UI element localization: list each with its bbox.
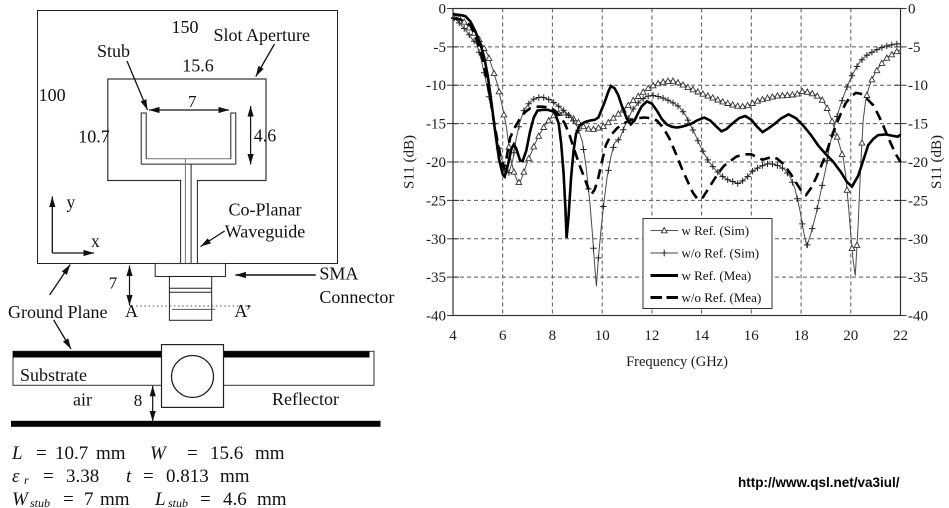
svg-text:-20: -20 (426, 155, 446, 171)
svg-text:Waveguide: Waveguide (225, 222, 306, 242)
svg-text:w/o Ref. (Sim): w/o Ref. (Sim) (682, 246, 760, 261)
svg-text:A: A (125, 301, 138, 321)
svg-text:w Ref. (Mea): w Ref. (Mea) (682, 268, 752, 283)
svg-text:SMA: SMA (319, 264, 358, 284)
svg-text:-30: -30 (908, 232, 928, 248)
svg-text:-15: -15 (426, 117, 446, 133)
svg-text:A’: A’ (234, 301, 251, 321)
svg-text:8: 8 (549, 328, 557, 344)
svg-text:18: 18 (794, 328, 809, 344)
svg-text:-40: -40 (908, 309, 928, 325)
svg-text:10: 10 (595, 328, 610, 344)
svg-text:air: air (73, 390, 92, 410)
svg-text:Ground Plane: Ground Plane (8, 302, 107, 322)
svg-text:8: 8 (134, 391, 143, 410)
svg-text:-35: -35 (426, 270, 446, 286)
svg-text:-10: -10 (908, 78, 928, 94)
svg-text:4.6: 4.6 (254, 126, 277, 146)
svg-text:16: 16 (744, 328, 760, 344)
svg-text:Reflector: Reflector (272, 389, 339, 409)
svg-text:22: 22 (893, 328, 908, 344)
svg-text:w/o Ref. (Mea): w/o Ref. (Mea) (682, 290, 762, 305)
svg-text:-10: -10 (426, 78, 446, 94)
svg-text:Stub: Stub (97, 41, 130, 61)
svg-text:0: 0 (908, 2, 916, 18)
svg-text:y: y (67, 192, 76, 212)
svg-text:7: 7 (188, 92, 197, 111)
svg-text:Connector: Connector (319, 287, 394, 307)
svg-text:-20: -20 (908, 155, 928, 171)
svg-text:-35: -35 (908, 270, 928, 286)
svg-text:Slot Aperture: Slot Aperture (214, 25, 311, 45)
svg-text:x: x (91, 231, 100, 251)
svg-text:-5: -5 (908, 40, 921, 56)
svg-text:Substrate: Substrate (20, 365, 87, 385)
svg-text:0: 0 (439, 2, 447, 18)
svg-text:w Ref. (Sim): w Ref. (Sim) (682, 223, 750, 238)
svg-text:6: 6 (499, 328, 507, 344)
svg-text:20: 20 (843, 328, 858, 344)
svg-text:Frequency (GHz): Frequency (GHz) (626, 354, 728, 370)
svg-text:-25: -25 (426, 193, 446, 209)
svg-text:100: 100 (39, 85, 66, 105)
svg-text:14: 14 (694, 328, 710, 344)
svg-text:15.6: 15.6 (182, 56, 214, 76)
svg-text:-40: -40 (426, 309, 446, 325)
svg-text:Co-Planar: Co-Planar (229, 200, 302, 220)
svg-text:-15: -15 (908, 117, 928, 133)
svg-text:150: 150 (172, 17, 199, 37)
svg-text:S11 (dB): S11 (dB) (402, 135, 418, 189)
svg-text:12: 12 (644, 328, 659, 344)
svg-text:7: 7 (109, 274, 118, 293)
svg-text:10.7: 10.7 (78, 127, 110, 147)
svg-text:4: 4 (449, 328, 457, 344)
svg-text:S11 (dB): S11 (dB) (929, 135, 945, 189)
svg-text:-25: -25 (908, 193, 928, 209)
svg-text:-30: -30 (426, 232, 446, 248)
svg-text:-5: -5 (434, 40, 447, 56)
